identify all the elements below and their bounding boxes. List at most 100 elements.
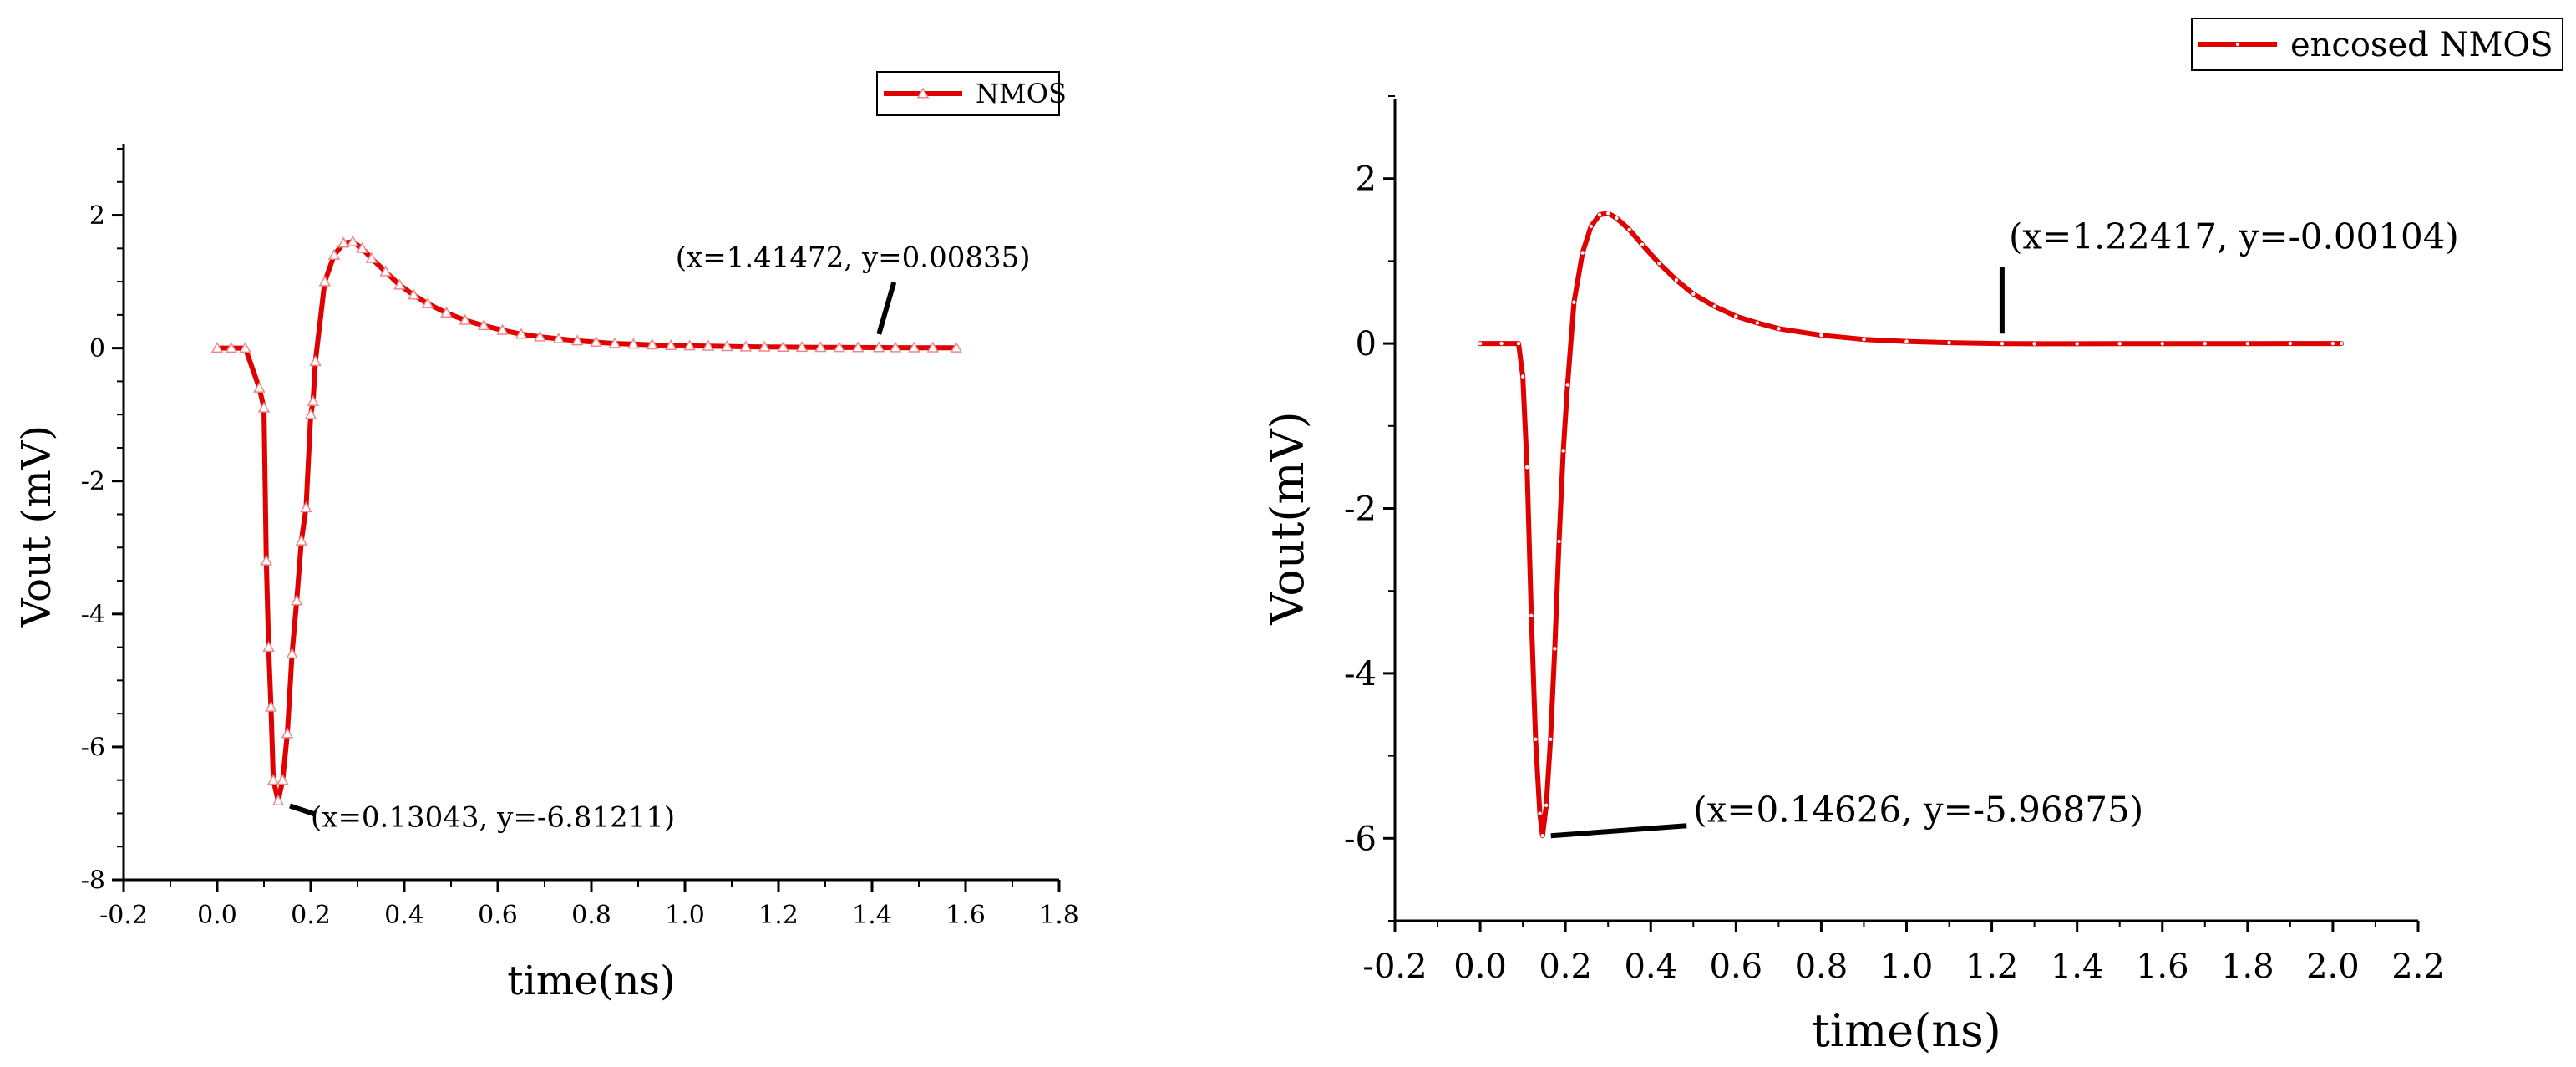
x-tick-label: 0.8 (1795, 948, 1848, 986)
data-point (608, 337, 621, 348)
y-tick-label: -4 (81, 600, 105, 629)
data-point (872, 341, 885, 353)
x-tick-label: 1.6 (2136, 948, 2189, 986)
data-point (1606, 211, 1610, 216)
data-point (459, 313, 472, 325)
x-tick-label: 1.2 (1965, 948, 2019, 986)
data-point (590, 335, 602, 348)
legend: NMOS (876, 71, 1067, 116)
data-point (739, 340, 753, 352)
x-tick-label: 1.4 (2051, 948, 2104, 986)
data-point (1525, 465, 1529, 470)
x-tick-label: -0.2 (1362, 948, 1427, 986)
data-point (2330, 341, 2335, 346)
data-point (300, 501, 312, 513)
data-point (327, 248, 341, 260)
data-point (570, 334, 584, 346)
data-point (683, 339, 696, 351)
data-point (646, 338, 659, 350)
data-point (1627, 227, 1631, 232)
data-point (1904, 339, 1909, 343)
data-point (627, 338, 640, 349)
data-point (1540, 834, 1544, 838)
data-point (1777, 327, 1781, 331)
y-tick-label: 0 (89, 334, 105, 363)
y-tick-label: -6 (1344, 820, 1377, 858)
data-point (440, 306, 453, 318)
series-line-1 (215, 239, 959, 804)
data-point (365, 252, 378, 263)
y-tick-label: 2 (1356, 160, 1377, 199)
series-line-1 (1478, 211, 2345, 839)
x-tick-label: 0.2 (291, 901, 331, 930)
y-tick-label: -6 (81, 733, 105, 762)
data-point (347, 235, 359, 246)
annotation-leader (876, 282, 897, 335)
data-point (664, 338, 677, 351)
annotation-label: (x=0.14626, y=-5.96875) (1693, 790, 2143, 831)
x-tick-label: 0.2 (1539, 948, 1592, 986)
data-point (1520, 374, 1525, 379)
x-axis-title: time(ns) (1812, 1004, 2001, 1057)
data-point (1755, 321, 1760, 325)
legend-marker (916, 87, 930, 99)
data-point (337, 236, 350, 248)
data-point (1712, 304, 1717, 308)
data-point (758, 340, 771, 352)
annotation-leader (1550, 823, 1687, 839)
x-tick-label: 0.8 (571, 901, 611, 930)
data-point (1499, 341, 1504, 346)
data-point (1674, 277, 1679, 282)
data-point (552, 332, 565, 344)
x-tick-label: 2.2 (2391, 948, 2445, 986)
data-point (1734, 314, 1738, 318)
data-point (851, 341, 865, 353)
data-point (421, 297, 434, 308)
data-point (1657, 262, 1661, 266)
x-tick-label: 1.8 (2221, 948, 2274, 986)
data-point (266, 774, 280, 785)
x-tick-label: 0.4 (384, 901, 424, 930)
data-point (262, 641, 275, 653)
data-point (534, 330, 546, 342)
data-point (1544, 803, 1549, 808)
data-point (1597, 212, 1602, 217)
x-tick-label: 1.2 (758, 901, 799, 930)
y-tick-label: -4 (1344, 655, 1377, 694)
data-point (295, 534, 308, 546)
y-tick-label: -8 (81, 866, 105, 896)
y-axis-title: Vout(mV) (1261, 411, 1314, 625)
x-tick-label: 0.4 (1624, 948, 1677, 986)
legend: encosed NMOS (2191, 18, 2563, 71)
legend-label: encosed NMOS (2290, 26, 2553, 64)
data-point (795, 341, 809, 353)
data-point (260, 554, 273, 566)
annotation-label: (x=1.22417, y=-0.00104) (2009, 216, 2459, 257)
data-point (210, 342, 224, 353)
data-point (1565, 383, 1569, 387)
data-point (1557, 539, 1561, 544)
data-point (265, 700, 277, 712)
annotation-label: (x=0.13043, y=-6.81211) (311, 800, 675, 834)
data-point (1538, 811, 1542, 815)
data-point (1516, 341, 1521, 346)
x-tick-label: 1.6 (946, 901, 986, 930)
data-point (1549, 737, 1553, 742)
chart-2: -0.2 0.0 0.2 0.4 0.6 0.8 1.0 1.2 1.4 1.6 1.8 2.0 2.2… (1261, 18, 2563, 1057)
data-point (515, 328, 528, 339)
data-point (889, 341, 902, 353)
annotation-label: (x=1.41472, y=0.00835) (676, 241, 1031, 275)
data-point (286, 648, 298, 659)
chart-1: -0.2 0.0 0.2 0.4 0.6 0.8 1.0 1.2 1.4 1.6 1.8 -8 -6 -4… (13, 71, 1079, 1004)
data-point (1553, 647, 1557, 651)
data-point (1580, 251, 1585, 255)
data-point (1534, 737, 1538, 742)
data-point (950, 341, 963, 353)
annotation-leader (289, 803, 316, 817)
legend-label: NMOS (976, 78, 1067, 109)
x-tick-label: 1.8 (1039, 901, 1079, 930)
x-tick-label: 1.0 (665, 901, 705, 930)
data-point (309, 355, 322, 367)
data-point (1862, 337, 1866, 342)
y-tick-label: -2 (81, 467, 105, 496)
